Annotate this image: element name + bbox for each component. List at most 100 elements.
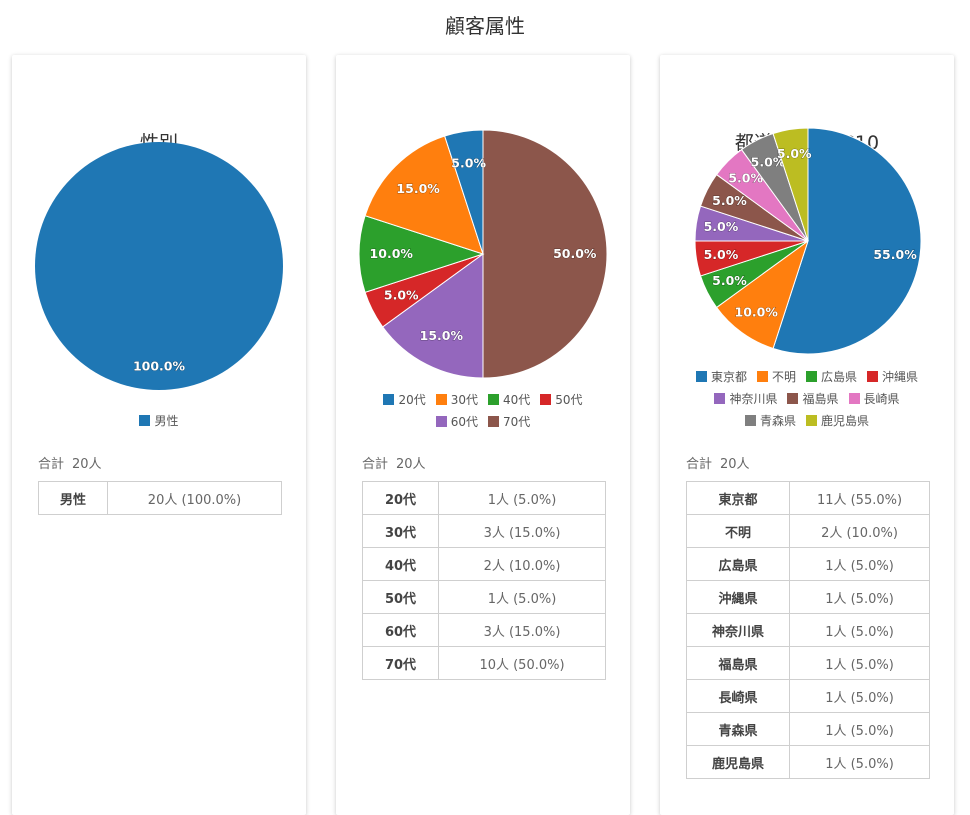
prefecture-legend-item[interactable]: 東京都 [695,366,747,388]
table-cell-value: 1人 (5.0%) [789,646,930,680]
prefecture-slice-8[interactable] [772,127,809,242]
prefecture-legend-item[interactable]: 鹿児島県 [806,410,869,432]
table-cell-value: 2人 (10.0%) [438,547,606,581]
prefecture-slice-label-8: 5.0% [777,146,812,161]
prefecture-legend-item[interactable]: 長崎県 [848,388,900,410]
age-legend: 20代 30代 40代 50代 60代 70代 [336,389,630,433]
table-cell-value: 10人 (50.0%) [438,646,606,680]
prefecture-slice-label-6: 5.0% [728,171,763,186]
legend-swatch [806,415,817,426]
prefecture-pie-chart: 55.0%10.0%5.0%5.0%5.0%5.0%5.0%5.0%5.0% [694,127,922,355]
age-slice-4[interactable] [364,135,484,255]
age-slice-3[interactable] [358,215,485,293]
legend-label: 20代 [398,393,426,407]
table-cell-value: 1人 (5.0%) [789,547,930,581]
legend-swatch [867,371,879,382]
table-row: 男性 20人 (100.0%) [38,481,282,515]
table-cell-value: 1人 (5.0%) [438,481,606,515]
legend-label: 広島県 [821,370,858,384]
age-legend-item[interactable]: 50代 [540,389,583,411]
legend-swatch [488,416,499,427]
age-slice-1[interactable] [381,253,484,379]
prefecture-legend-item[interactable]: 青森県 [744,410,796,432]
prefecture-legend: 東京都 不明 広島県 沖縄県神奈川県 福島県 長崎県青森県 鹿児島県 [660,366,954,432]
legend-swatch [787,393,799,404]
age-total: 合計 20人 [362,453,426,472]
age-legend-item[interactable]: 70代 [488,411,530,433]
table-cell-value: 1人 (5.0%) [438,580,606,614]
age-pie-chart: 50.0% 15.0% 5.0% 10.0% 15.0% 5.0% [358,129,608,379]
table-row: 30代 3人 (15.0%) [362,514,606,548]
table-cell-key: 神奈川県 [686,613,790,647]
age-legend-item[interactable]: 30代 [435,389,478,411]
prefecture-legend-item[interactable]: 福島県 [787,388,839,410]
legend-swatch [435,416,447,427]
table-cell-value: 1人 (5.0%) [789,712,930,746]
table-cell-key: 鹿児島県 [686,745,790,779]
total-label: 合計 [362,457,389,472]
age-slice-label-5: 5.0% [451,155,486,170]
age-card: 年代 50.0%15.0%5.0%10.0%15.0%5.0%20代30代40代… [336,55,630,815]
table-cell-key: 60代 [362,613,439,647]
table-row: 70代 10人 (50.0%) [362,646,606,680]
prefecture-table: 東京都 11人 (55.0%) 不明 2人 (10.0%) 広島県 1人 (5.0%) 沖縄… [686,481,930,779]
age-slice-label-4: 15.0% [396,181,440,196]
table-row: 鹿児島県 1人 (5.0%) [686,745,930,779]
total-label: 合計 [38,457,65,472]
total-label: 合計 [686,457,713,472]
legend-label: 50代 [555,393,583,407]
legend-swatch [435,394,447,405]
prefecture-slice-0[interactable] [772,127,922,355]
table-cell-key: 30代 [362,514,439,548]
legend-swatch [756,371,768,382]
table-cell-key: 20代 [362,481,439,515]
table-cell-value: 1人 (5.0%) [789,745,930,779]
legend-label: 40代 [503,393,531,407]
legend-label: 70代 [503,415,531,429]
gender-table: 男性 20人 (100.0%) [38,481,282,515]
prefecture-legend-item[interactable]: 沖縄県 [867,366,918,388]
prefecture-slice-label-7: 5.0% [751,154,786,169]
gender-slice-0[interactable] [35,142,283,390]
prefecture-card: 都道府県 TOP10 55.0%10.0%5.0%5.0%5.0%5.0%5.0… [660,55,954,815]
legend-swatch [488,394,499,405]
legend-label: 鹿児島県 [821,414,870,428]
prefecture-legend-item[interactable]: 神奈川県 [714,388,777,410]
age-table: 20代 1人 (5.0%) 30代 3人 (15.0%) 40代 2人 (10.0%) 50… [362,481,606,680]
total-value: 20人 [396,457,426,472]
legend-swatch [744,415,756,426]
age-legend-item[interactable]: 20代 [383,389,426,411]
table-row: 神奈川県 1人 (5.0%) [686,613,930,647]
table-row: 東京都 11人 (55.0%) [686,481,930,515]
prefecture-slice-1[interactable] [715,239,809,350]
prefecture-legend-item[interactable]: 広島県 [806,366,857,388]
table-cell-value: 1人 (5.0%) [789,679,930,713]
prefecture-legend-item[interactable]: 不明 [756,366,796,388]
table-cell-key: 沖縄県 [686,580,790,614]
table-cell-key: 広島県 [686,547,790,581]
table-cell-key: 長崎県 [686,679,790,713]
table-cell-key: 青森県 [686,712,790,746]
age-slice-0[interactable] [482,129,608,379]
table-cell-value: 3人 (15.0%) [438,613,606,647]
prefecture-slice-label-0: 55.0% [873,247,917,262]
prefecture-slice-label-3: 5.0% [704,247,739,262]
legend-swatch [383,394,395,405]
table-cell-value: 20人 (100.0%) [107,481,282,515]
age-slice-label-1: 15.0% [420,328,464,343]
prefecture-slice-label-1: 10.0% [735,304,779,319]
age-slice-5[interactable] [444,129,484,255]
table-row: 長崎県 1人 (5.0%) [686,679,930,713]
age-legend-item[interactable]: 60代 [435,411,478,433]
legend-swatch [540,394,552,405]
legend-swatch [714,393,726,404]
legend-label: 30代 [450,393,478,407]
table-cell-key: 40代 [362,547,439,581]
gender-legend-item[interactable]: 男性 [139,410,179,432]
legend-label: 沖縄県 [882,370,919,384]
table-cell-key: 不明 [686,514,790,548]
age-legend-item[interactable]: 40代 [488,389,530,411]
legend-label: 青森県 [759,414,796,428]
table-row: 福島県 1人 (5.0%) [686,646,930,680]
